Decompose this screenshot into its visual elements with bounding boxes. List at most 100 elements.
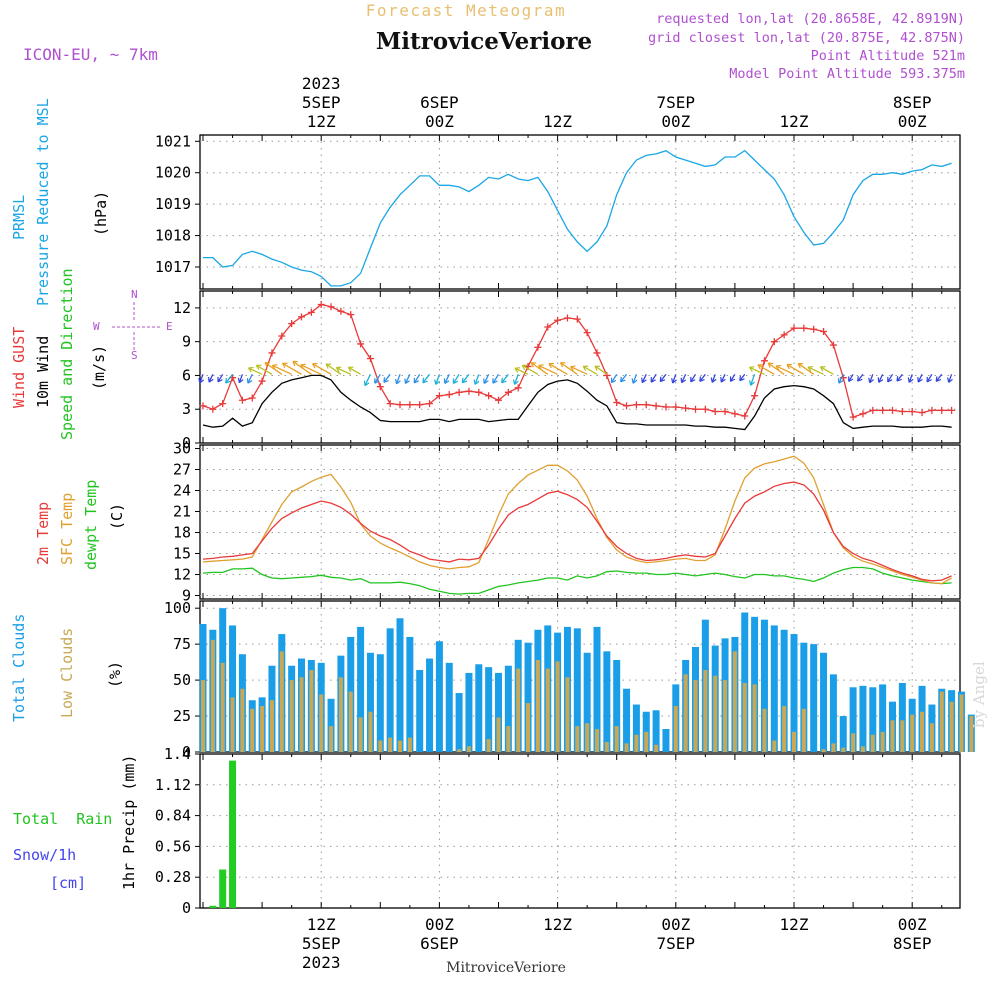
gust-point (554, 316, 562, 324)
wind-arrow (422, 373, 431, 384)
time-label: 7SEP (657, 934, 696, 953)
total-cloud-bar (485, 667, 493, 752)
wind-ytick-label: 3 (182, 400, 191, 418)
low-cloud-bar (713, 675, 718, 752)
gust-point (938, 406, 946, 414)
wind-arrow-head (610, 377, 617, 384)
gust-point (908, 407, 916, 415)
pressure-ytick-label: 1019 (155, 195, 191, 213)
gust-point (288, 320, 296, 328)
total-cloud-bar (386, 628, 394, 752)
point-altitude: Point Altitude 521m (811, 48, 965, 64)
gust-point (593, 349, 601, 357)
gust-point (800, 324, 808, 332)
clouds-panel: 0 25 50 75 100 (164, 599, 975, 761)
wind-arrow (225, 373, 234, 384)
clouds-ytick-label: 100 (164, 599, 191, 617)
precip-frame (199, 753, 961, 909)
wind-arrow (312, 363, 332, 375)
wind-arrow-head (926, 376, 932, 383)
gust-point (652, 402, 660, 410)
wind-arrow-head (483, 378, 489, 384)
wind-arrow (711, 374, 716, 383)
wind-arrow (395, 374, 401, 385)
total-cloud-bar (800, 642, 808, 752)
time-label: 00Z (898, 112, 927, 131)
wind-arrow (729, 373, 736, 382)
precip-ytick-label: 1.4 (164, 745, 191, 763)
wind-arrow-head (907, 377, 914, 383)
time-label: 12Z (307, 915, 336, 934)
wind-arrow-head (325, 363, 332, 369)
wind-arrow (413, 373, 421, 384)
wind-arrow-head (631, 378, 638, 384)
temp-ytick-label: 21 (173, 503, 191, 521)
wind-arrow-head (413, 377, 420, 384)
wind-arrow-head (887, 376, 893, 383)
low-cloud-bar (378, 740, 383, 752)
low-cloud-bar (269, 700, 274, 752)
wind-arrow (264, 362, 283, 375)
wind-arrow (620, 373, 628, 383)
wind-arrow (461, 373, 470, 384)
total-cloud-bar (426, 658, 434, 752)
wind-arrow (300, 364, 322, 375)
gust-point (495, 396, 502, 404)
wind-arrow (325, 363, 342, 375)
total-cloud-bar (613, 659, 621, 752)
wind-arrow (248, 367, 263, 375)
wind-arrow (383, 373, 391, 383)
low-cloud-bar (831, 743, 836, 752)
wind-arrow-head (473, 379, 480, 385)
wind-arrow-head (560, 362, 566, 368)
temp-unit: (C) (108, 503, 126, 530)
temp-titles: 2m Temp SFC Temp dewpt Temp (C) (34, 480, 126, 570)
low-cloud-bar (565, 677, 570, 752)
wind-arrow (935, 373, 943, 382)
total-cloud-bar (376, 654, 384, 752)
wind-arrow (739, 373, 746, 382)
gust-point (820, 328, 828, 336)
low-cloud-bar (526, 703, 531, 752)
wind-arrow (672, 374, 677, 384)
gust-point (386, 400, 394, 408)
wind-arrow (820, 366, 834, 375)
gust-point (455, 388, 463, 396)
gust-point (701, 405, 709, 413)
wind-arrow (797, 362, 815, 375)
total-cloud-bar (849, 687, 857, 752)
gust-point (366, 355, 374, 363)
gust-point (780, 331, 788, 339)
wind-arrow-head (492, 378, 498, 384)
gust-point (514, 384, 522, 392)
wind-arrow-head (739, 375, 745, 382)
gust-point (268, 349, 276, 357)
gust-point (426, 400, 434, 408)
wind-arrow-head (363, 380, 370, 387)
gust-point (711, 407, 719, 415)
gust-point (849, 413, 857, 421)
wind-arrow (521, 364, 539, 375)
wind-ytick-label: 9 (182, 333, 191, 351)
clouds-ytick-label: 75 (173, 635, 191, 653)
gust-point (445, 391, 453, 399)
low-cloud-bar (309, 670, 314, 752)
wind-arrow (917, 374, 923, 383)
gust-point (632, 401, 640, 409)
wind-arrow-head (271, 364, 278, 370)
wind-arrow-head (797, 362, 804, 369)
wind-arrow-head (452, 378, 459, 384)
wind-arrow (750, 374, 756, 386)
gust-point (307, 308, 315, 316)
wind-arrow (878, 374, 884, 383)
wind-arrow (767, 362, 785, 375)
total-cloud-bar (475, 664, 483, 752)
low-cloud-bar (338, 677, 343, 752)
total-cloud-bar (524, 642, 532, 752)
total-cloud-bar (327, 698, 335, 752)
gust-point (278, 332, 286, 340)
gust-point (583, 329, 591, 337)
total-cloud-bar (445, 662, 453, 752)
wind-arrow (336, 367, 352, 375)
total-cloud-bar (357, 626, 365, 752)
